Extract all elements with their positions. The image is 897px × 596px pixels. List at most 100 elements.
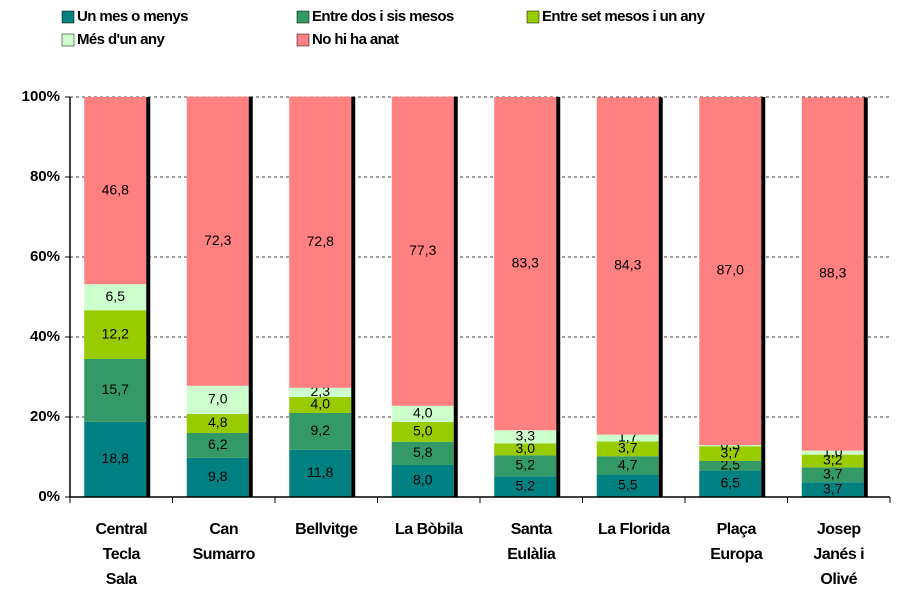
- bar-segment: [699, 97, 762, 445]
- data-label: 12,2: [102, 325, 129, 341]
- legend-swatch: [296, 33, 310, 47]
- data-label: 3,7: [721, 444, 741, 460]
- x-tick-label: Central Tecla Sala: [95, 521, 147, 588]
- data-label: 3,7: [823, 466, 843, 482]
- x-tick-label: Josep Janés i Olivé: [813, 521, 864, 588]
- bar-shadow: [556, 97, 561, 497]
- bar-segment: [84, 359, 147, 422]
- x-tick-label-line: Eulàlia: [507, 546, 556, 563]
- data-label: 72,3: [204, 232, 231, 248]
- bar-segment: [596, 475, 659, 497]
- data-label: 6,5: [721, 475, 741, 491]
- legend-label: Entre set mesos i un any: [542, 8, 706, 25]
- bar-shadow: [863, 97, 868, 498]
- bar-segment: [596, 434, 659, 442]
- data-label: 5,8: [413, 444, 433, 460]
- legend-label: Entre dos i sis mesos: [312, 8, 454, 25]
- legend-swatch: [61, 33, 75, 47]
- bar-segment: [801, 97, 864, 451]
- data-label: 15,7: [102, 381, 129, 397]
- bar-shadow: [761, 97, 766, 497]
- x-tick-label: Bellvitge: [295, 521, 358, 538]
- bar-segment: [596, 456, 659, 475]
- data-label: 9,2: [311, 422, 331, 438]
- data-label: 3,7: [823, 480, 843, 496]
- data-label: 7,0: [208, 391, 228, 407]
- bar-shadow: [658, 97, 663, 498]
- data-label: 4,0: [311, 396, 331, 412]
- bar-segment: [801, 482, 864, 497]
- x-tick-label: Plaça Europa: [710, 521, 763, 563]
- data-label: 9,8: [208, 468, 228, 484]
- bar-segment: [391, 421, 454, 442]
- bar-segment: [391, 441, 454, 465]
- data-label: 46,8: [102, 181, 129, 197]
- bar-segment: [494, 430, 557, 444]
- data-label: 87,0: [717, 262, 744, 278]
- x-tick-label: La Florida: [598, 521, 670, 538]
- data-label: 5,0: [413, 423, 433, 439]
- y-tick-label: 20%: [30, 408, 60, 425]
- bar-segment: [84, 97, 147, 285]
- y-tick-label: 100%: [22, 88, 60, 105]
- data-label: 18,8: [102, 450, 129, 466]
- y-tick-label: 60%: [30, 248, 60, 265]
- bar-segment: [186, 385, 249, 414]
- y-tick-label: 0%: [38, 488, 60, 505]
- x-tick-label-line: Bellvitge: [295, 521, 358, 538]
- data-label: 4,7: [618, 456, 638, 472]
- data-label: 3,2: [823, 452, 843, 468]
- data-label: 11,8: [307, 464, 333, 480]
- data-label: 72,8: [307, 233, 334, 249]
- bar-segment: [186, 96, 249, 386]
- bar-segment: [186, 457, 249, 497]
- bar-segment: [801, 467, 864, 483]
- bar-segment: [699, 446, 762, 461]
- data-label: 84,3: [614, 257, 641, 273]
- x-tick-label-line: Sala: [106, 571, 138, 588]
- data-label: 77,3: [409, 242, 436, 258]
- legend-swatch: [296, 10, 310, 24]
- bar-shadow: [351, 96, 356, 497]
- data-label: 83,3: [512, 254, 539, 270]
- bar-segment: [289, 387, 352, 397]
- data-label: 3,0: [516, 440, 536, 456]
- x-tick-label-line: Plaça: [717, 521, 757, 538]
- legend-label: Un mes o menys: [77, 8, 188, 25]
- x-tick-label-line: Olivé: [820, 571, 857, 588]
- bar-segment: [699, 445, 762, 447]
- legend-swatch: [526, 10, 540, 24]
- x-tick-label-line: La Florida: [598, 521, 670, 538]
- bar-segment: [494, 476, 557, 497]
- bar-segment: [596, 441, 659, 457]
- bar-segment: [494, 455, 557, 477]
- bar-segment: [289, 413, 352, 450]
- x-tick-label-line: Santa: [511, 521, 553, 538]
- x-tick-label-line: Janés i: [813, 546, 864, 563]
- data-label: 5,2: [516, 457, 536, 473]
- bar-segment: [84, 284, 147, 311]
- x-tick-label-line: Can: [209, 521, 238, 538]
- legend-label: No hi ha anat: [312, 31, 399, 48]
- x-tick-label-line: Europa: [710, 546, 763, 563]
- bar-segment: [186, 433, 249, 458]
- bar-segment: [699, 471, 762, 497]
- x-tick-label-line: Sumarro: [193, 546, 256, 563]
- x-tick-label: La Bòbila: [395, 521, 463, 538]
- bar-segment: [84, 421, 147, 497]
- y-tick-label: 40%: [30, 328, 60, 345]
- bar-segment: [84, 310, 147, 359]
- bar-shadow: [453, 96, 458, 497]
- x-tick-label: Santa Eulàlia: [507, 521, 556, 563]
- bar-segment: [699, 461, 762, 471]
- bar-segment: [596, 97, 659, 435]
- x-tick-label-line: Tecla: [103, 546, 141, 563]
- data-label: 4,0: [413, 405, 433, 421]
- data-label: 88,3: [819, 265, 846, 281]
- bar-segment: [494, 97, 557, 431]
- bar-segment: [494, 443, 557, 456]
- bar-shadow: [146, 97, 151, 497]
- data-label: 5,2: [516, 477, 536, 493]
- bar-segment: [391, 465, 454, 497]
